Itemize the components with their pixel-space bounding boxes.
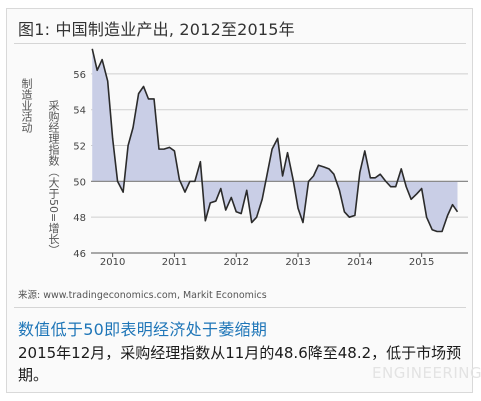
watermark-logo: ENGINEERING: [372, 364, 481, 382]
y-tick-label: 52: [73, 142, 86, 153]
deviation-area: [92, 48, 458, 232]
x-tick-label: 2013: [285, 257, 310, 268]
y-tick-label: 54: [73, 106, 86, 117]
headline: 数值低于50即表明经济处于萎缩期: [18, 320, 268, 339]
y-tick-label: 46: [73, 249, 86, 260]
source-note: 来源: www.tradingeconomics.com, Markit Eco…: [18, 290, 267, 301]
y-tick-label: 56: [73, 70, 86, 81]
source-divider: [14, 307, 466, 308]
x-tick-label: 2014: [347, 257, 372, 268]
x-tick-label: 2012: [224, 257, 249, 268]
y-axis-label-inner: 采购经理指数（大于50=增长）: [47, 100, 60, 256]
y-tick-label: 48: [73, 213, 86, 224]
series-line-layer: [91, 48, 459, 233]
x-tick-label: 2015: [409, 257, 434, 268]
axes: 46 48 50 52 54 56 2010 2011 2012 2013 2014 2015: [73, 70, 468, 268]
x-tick-label: 2011: [162, 257, 187, 268]
figure-title: 图1: 中国制造业产出, 2012至2015年: [18, 20, 295, 39]
y-axis-label-outer: 制造业活动: [20, 78, 33, 133]
area-fill: [91, 48, 468, 232]
y-tick-label: 50: [73, 177, 86, 188]
pmi-series-line: [91, 48, 459, 233]
body-text: 2015年12月，采购经理指数从11月的48.6降至48.2，低于市场预期。: [18, 344, 462, 384]
x-tick-label: 2010: [100, 257, 125, 268]
title-divider: [14, 43, 466, 44]
